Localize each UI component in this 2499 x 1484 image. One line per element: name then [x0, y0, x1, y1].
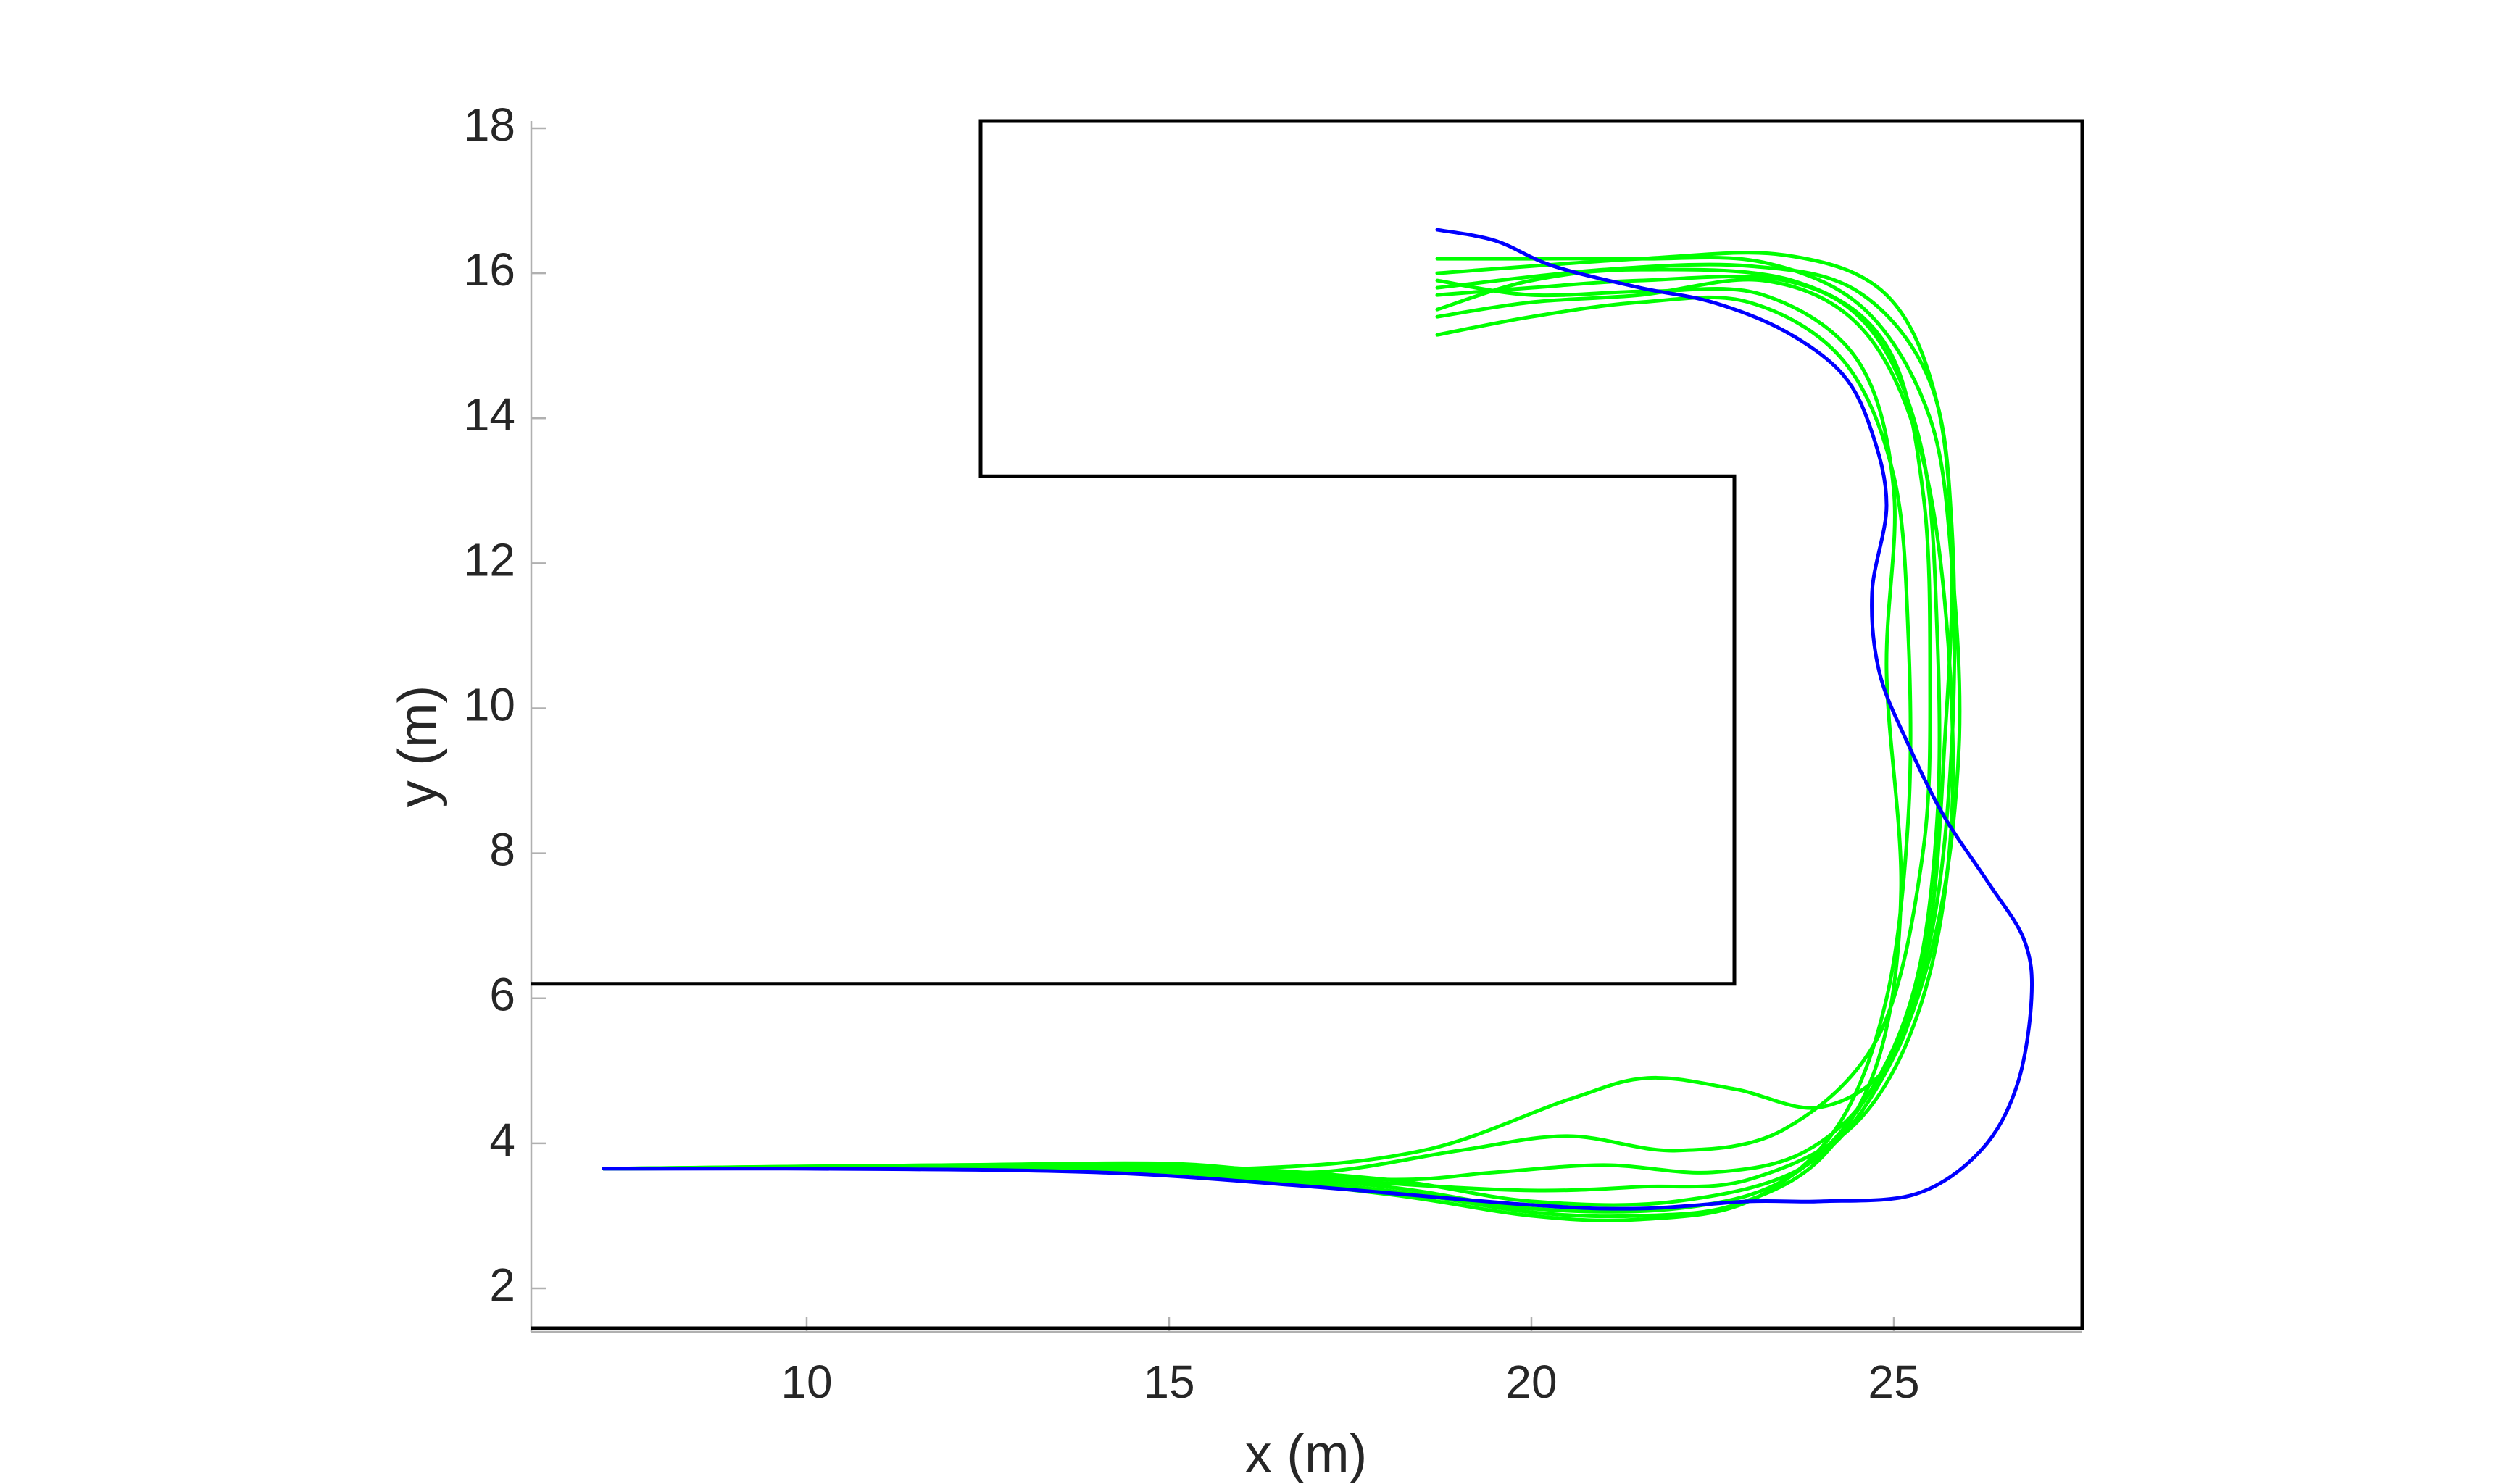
- y-tick-label: 6: [489, 969, 515, 1021]
- trajectory: [602, 278, 1955, 1193]
- x-tick-label: 25: [1868, 1356, 1919, 1408]
- y-axis-label: y (m): [388, 685, 448, 808]
- trajectory: [602, 278, 1903, 1219]
- y-tick-label: 12: [464, 533, 515, 585]
- y-tick-label: 14: [464, 388, 515, 441]
- trajectory: [602, 251, 1954, 1172]
- x-axis-label: x (m): [1245, 1424, 1368, 1484]
- x-tick-label: 20: [1505, 1356, 1557, 1408]
- y-tick-label: 8: [489, 824, 515, 876]
- trajectory: [602, 256, 1962, 1207]
- y-tick-label: 4: [489, 1114, 515, 1166]
- trajectory: [602, 275, 1942, 1214]
- y-tick-label: 18: [464, 99, 515, 151]
- x-tick-label: 10: [781, 1356, 832, 1408]
- wall: [531, 119, 2084, 1330]
- trajectory: [602, 228, 2034, 1211]
- x-tick-label: 15: [1143, 1356, 1194, 1408]
- y-tick-label: 16: [464, 243, 515, 296]
- y-tick-label: 10: [464, 678, 515, 730]
- trajectory: [602, 295, 1913, 1222]
- trajectory: [602, 267, 1932, 1175]
- trajectory: [602, 262, 1957, 1182]
- y-tick-label: 2: [489, 1259, 515, 1311]
